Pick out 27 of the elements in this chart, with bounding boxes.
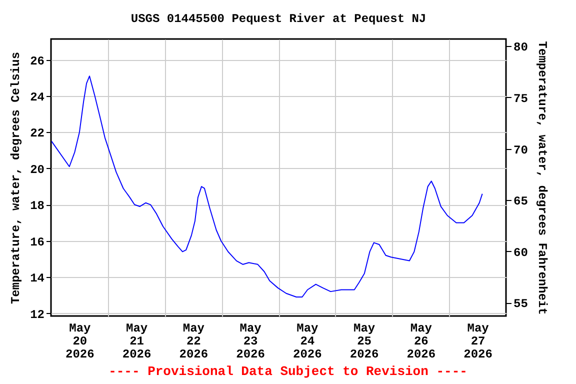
x-tick-label: May 26 2026 (406, 322, 436, 362)
text: ---- Provisional Data Subject to Revision ---- (108, 364, 468, 379)
y-tick-label: 14 (30, 272, 44, 286)
line-series (51, 76, 483, 298)
x-tick-label: May 22 2026 (179, 322, 208, 362)
x-tick-label: May 24 2026 (293, 322, 322, 362)
y2-tick-label: 70 (514, 143, 528, 158)
x-tick-label: May 27 2026 (464, 322, 492, 362)
y2-tick-label: 65 (514, 194, 528, 209)
x-tick-label: May 21 2026 (122, 322, 152, 362)
y2-tick-label: 75 (514, 92, 528, 106)
y-tick-label: 26 (30, 54, 44, 68)
y2-tick-label: 80 (514, 40, 528, 55)
y-axis-title: Temperature, water, degrees Celsius (9, 52, 24, 304)
y2-tick-label: 60 (514, 246, 528, 260)
x-tick-label: May 25 2026 (350, 322, 379, 362)
y-tick-label: 12 (30, 308, 44, 322)
x-tick-label: May 23 2026 (236, 322, 265, 362)
x-tick-label: May 20 2026 (66, 322, 94, 362)
y2-axis-title: Temperature, water, degrees Fahrenheit (534, 41, 549, 315)
y-tick-label: 24 (30, 90, 44, 105)
y-tick-label: 18 (30, 199, 44, 214)
chart-title: USGS 01445500 Pequest River at Pequest NJ (130, 12, 426, 26)
y-tick-label: 16 (30, 235, 44, 250)
y-tick-label: 22 (30, 126, 44, 141)
y-tick-label: 20 (30, 162, 44, 177)
y2-tick-label: 55 (514, 297, 528, 312)
